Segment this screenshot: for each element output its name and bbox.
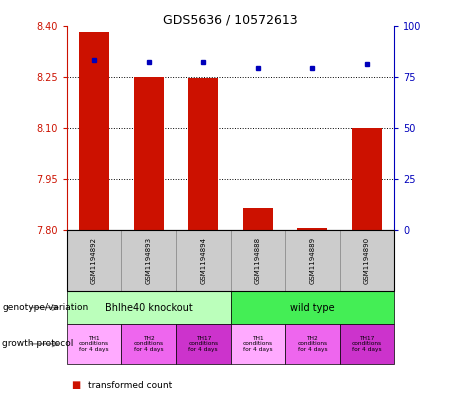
Text: GSM1194892: GSM1194892 — [91, 237, 97, 284]
Text: GSM1194894: GSM1194894 — [200, 237, 206, 284]
Text: transformed count: transformed count — [88, 381, 172, 389]
Bar — [352, 128, 382, 230]
Text: GDS5636 / 10572613: GDS5636 / 10572613 — [163, 14, 298, 27]
Text: TH1
conditions
for 4 days: TH1 conditions for 4 days — [79, 336, 109, 352]
Text: Bhlhe40 knockout: Bhlhe40 knockout — [105, 303, 193, 312]
Bar — [79, 32, 109, 230]
Text: GSM1194889: GSM1194889 — [309, 237, 315, 284]
Text: TH2
conditions
for 4 days: TH2 conditions for 4 days — [134, 336, 164, 352]
Text: GSM1194893: GSM1194893 — [146, 237, 152, 284]
Text: wild type: wild type — [290, 303, 335, 312]
Text: genotype/variation: genotype/variation — [2, 303, 89, 312]
Bar — [134, 77, 164, 230]
Text: TH1
conditions
for 4 days: TH1 conditions for 4 days — [242, 336, 273, 352]
Text: ■: ■ — [71, 380, 81, 390]
Text: GSM1194888: GSM1194888 — [255, 237, 261, 284]
Bar — [243, 208, 273, 230]
Bar — [188, 78, 218, 230]
Text: GSM1194890: GSM1194890 — [364, 237, 370, 284]
Text: TH17
conditions
for 4 days: TH17 conditions for 4 days — [188, 336, 219, 352]
Text: TH2
conditions
for 4 days: TH2 conditions for 4 days — [297, 336, 327, 352]
Bar — [297, 228, 327, 230]
Text: growth protocol: growth protocol — [2, 340, 74, 348]
Text: TH17
conditions
for 4 days: TH17 conditions for 4 days — [352, 336, 382, 352]
